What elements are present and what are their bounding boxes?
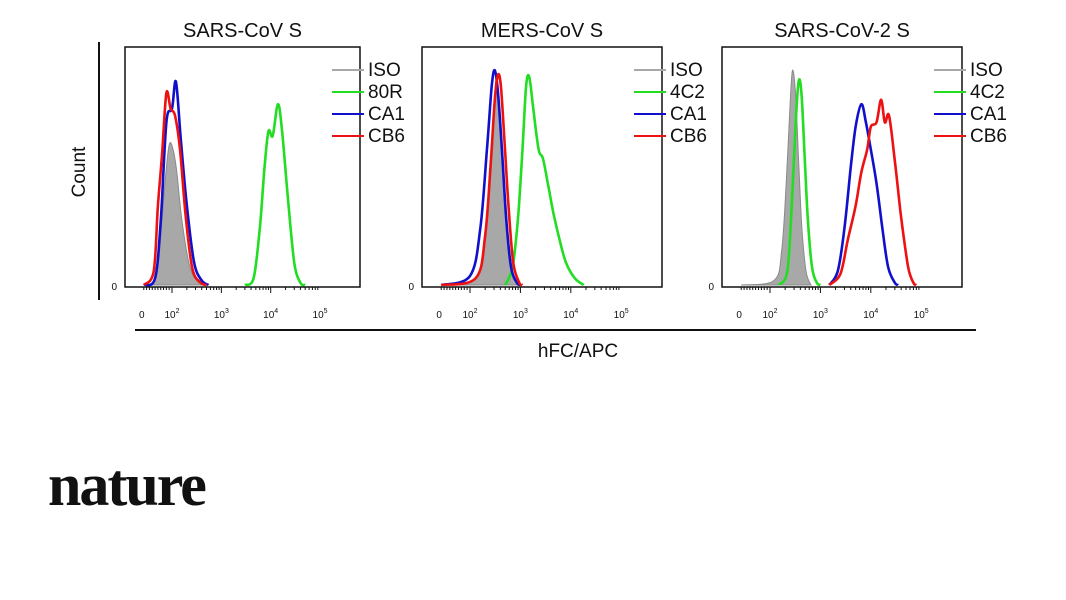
x-tick-label: 103 — [214, 308, 229, 321]
x-tick-label: 103 — [513, 308, 528, 321]
x-tick-label: 104 — [263, 308, 278, 321]
legend-label: 4C2 — [670, 82, 705, 103]
x-axis-label: hFC/APC — [538, 341, 618, 362]
legend-label: CA1 — [970, 104, 1007, 125]
x-tick-label: 0 — [736, 310, 742, 321]
legend-label: CA1 — [670, 104, 707, 125]
x-tick-label: 105 — [614, 308, 629, 321]
plot-frame — [421, 46, 663, 288]
y-axis-label: Count — [69, 146, 90, 197]
plot-frame — [124, 46, 361, 288]
legend-label: CB6 — [368, 126, 405, 147]
legend-label: ISO — [970, 60, 1003, 81]
legend-label: CB6 — [970, 126, 1007, 147]
series-80r-histogram — [244, 102, 306, 287]
series-cb6-histogram — [828, 98, 918, 287]
series-4c2-histogram — [504, 73, 585, 287]
series-cb6-histogram — [440, 72, 524, 287]
y-tick-label: 0 — [111, 282, 117, 293]
x-tick-label: 102 — [164, 308, 179, 321]
x-tick-label: 104 — [863, 308, 878, 321]
legend-label: CA1 — [368, 104, 405, 125]
series-iso-histogram — [741, 69, 812, 286]
x-tick-label: 0 — [436, 310, 442, 321]
x-tick-label: 105 — [313, 308, 328, 321]
series-ca1-histogram — [440, 68, 522, 287]
x-tick-label: 104 — [563, 308, 578, 321]
plot-frame — [721, 46, 963, 288]
series-ca1-histogram — [828, 102, 900, 287]
legend-label: ISO — [368, 60, 401, 81]
series-ca1-histogram — [143, 79, 210, 287]
panel-title: SARS-CoV-2 S — [774, 20, 910, 42]
x-tick-label: 0 — [139, 310, 145, 321]
series-4c2-histogram — [777, 78, 822, 287]
legend-label: 4C2 — [970, 82, 1005, 103]
legend-label: 80R — [368, 82, 403, 103]
x-tick-label: 103 — [813, 308, 828, 321]
x-tick-label: 102 — [762, 308, 777, 321]
y-tick-label: 0 — [408, 282, 414, 293]
legend-label: CB6 — [670, 126, 707, 147]
x-tick-label: 105 — [914, 308, 929, 321]
brand-logo: nature — [48, 452, 207, 518]
legend-label: ISO — [670, 60, 703, 81]
panel-title: SARS-CoV S — [183, 20, 302, 42]
series-iso-histogram — [143, 142, 207, 286]
y-tick-label: 0 — [708, 282, 714, 293]
series-cb6-histogram — [142, 89, 207, 287]
x-tick-label: 102 — [462, 308, 477, 321]
panel-title: MERS-CoV S — [481, 20, 603, 42]
